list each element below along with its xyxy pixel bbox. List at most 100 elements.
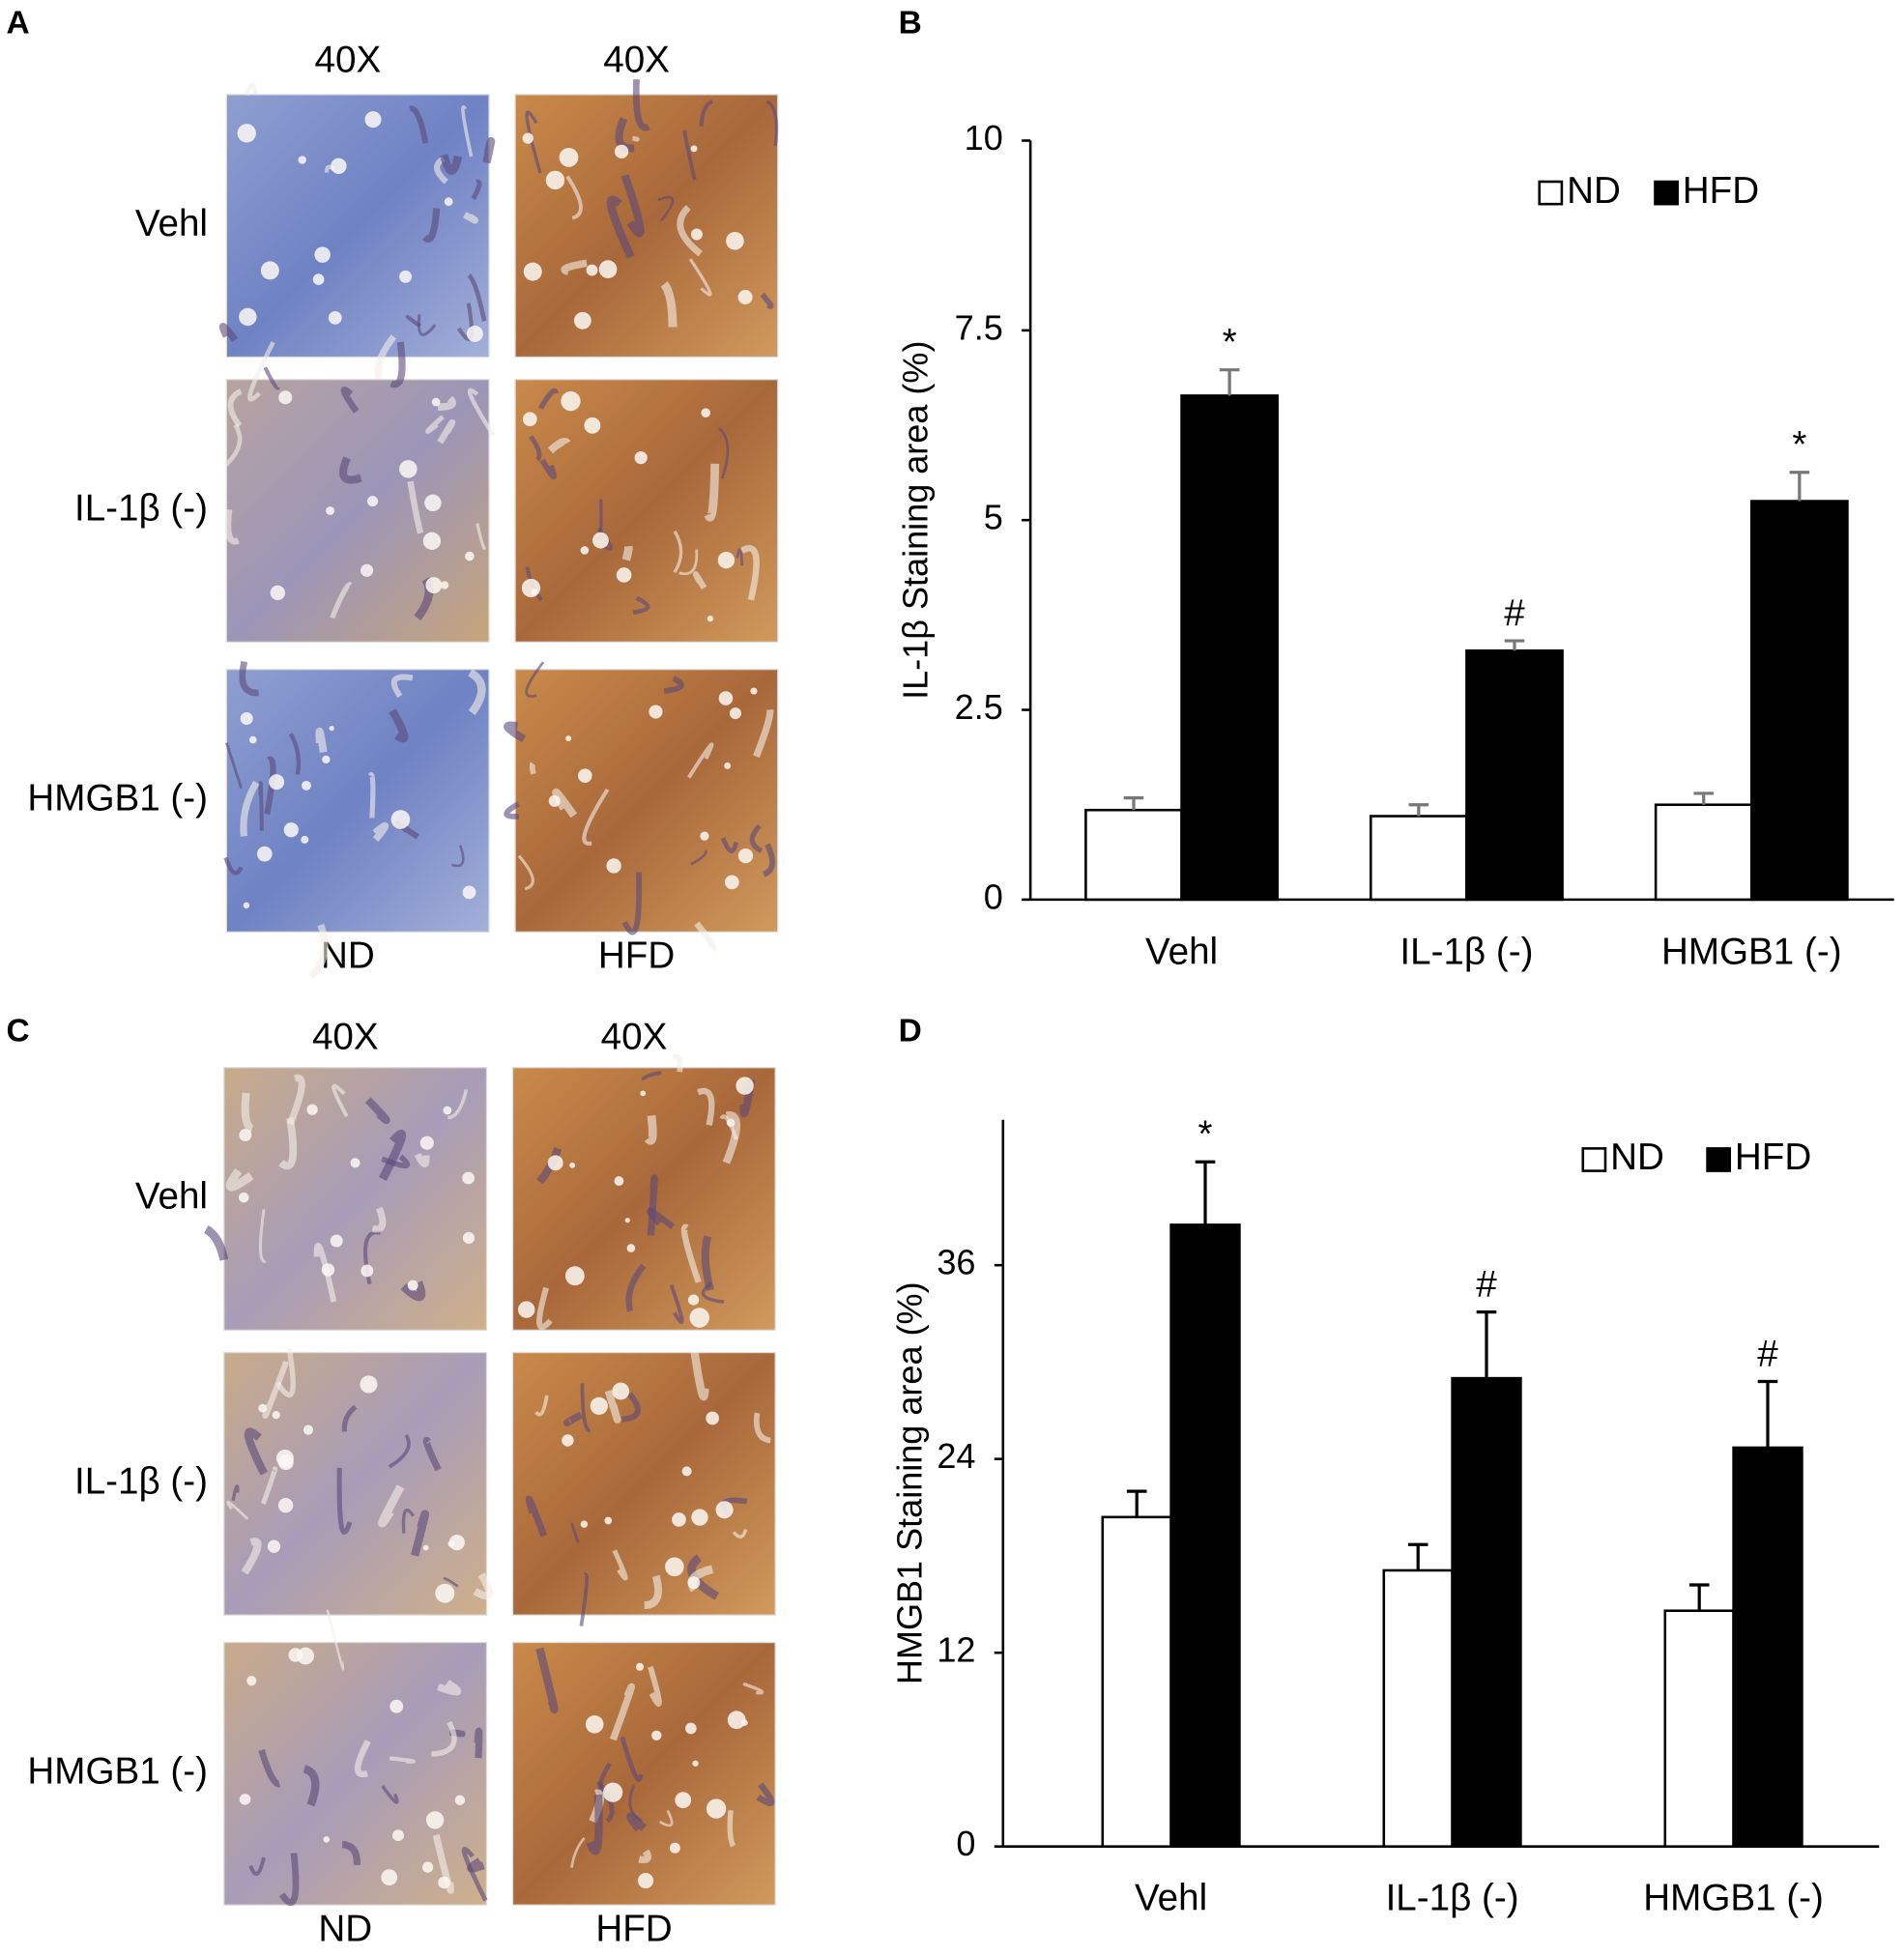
cell-vacuole — [547, 1155, 563, 1171]
cell-vacuole — [729, 707, 741, 720]
legend-swatch — [1654, 180, 1679, 206]
tissue-streak — [539, 458, 558, 480]
cell-vacuole — [604, 1516, 613, 1525]
cell-vacuole — [248, 735, 257, 744]
cell-vacuole — [399, 270, 412, 283]
bar — [1451, 1376, 1522, 1848]
cell-vacuole — [573, 311, 591, 330]
cell-vacuole — [634, 450, 648, 465]
tissue-streak — [303, 1765, 320, 1807]
x-tick-label: HMGB1 (-) — [1643, 1877, 1824, 1918]
cell-vacuole — [444, 197, 453, 207]
x-tick-label: Vehl — [1135, 1877, 1207, 1918]
tissue-streak — [620, 174, 645, 238]
tissue-streak — [678, 549, 699, 576]
tissue-streak — [663, 676, 684, 695]
cell-vacuole — [565, 735, 572, 742]
tissue-streak — [389, 1756, 416, 1764]
significance-marker: * — [1198, 1114, 1213, 1156]
tissue-streak — [606, 195, 635, 259]
cell-vacuole — [603, 1782, 623, 1802]
tissue-streak — [739, 545, 760, 601]
cell-vacuole — [312, 273, 325, 285]
tissue-streak — [615, 117, 635, 153]
cell-vacuole — [462, 1171, 476, 1185]
cell-vacuole — [598, 260, 618, 279]
cell-vacuole — [614, 144, 629, 158]
tissue-streak — [535, 1647, 559, 1714]
cell-vacuole — [687, 1294, 700, 1306]
cell-vacuole — [614, 1176, 624, 1187]
cell-vacuole — [421, 1861, 434, 1873]
tissue-streak — [381, 1784, 399, 1804]
tissue-streak — [756, 1782, 775, 1806]
cell-vacuole — [681, 1466, 692, 1477]
tissue-streak — [409, 105, 429, 144]
tissue-streak — [389, 708, 409, 743]
bar — [1749, 500, 1849, 902]
tissue-streak — [224, 508, 241, 545]
legend-label: HFD — [1735, 1136, 1811, 1178]
cell-vacuole — [283, 822, 299, 838]
cell-vacuole — [419, 1136, 434, 1150]
panel-letter: B — [899, 6, 922, 42]
tissue-streak — [231, 1484, 240, 1502]
tissue-streak — [474, 1727, 483, 1759]
tissue-streak — [278, 1117, 298, 1170]
cell-vacuole — [578, 768, 592, 783]
tissue-streak — [696, 1087, 715, 1126]
cell-vacuole — [462, 1231, 476, 1245]
tissue-streak — [621, 545, 633, 561]
cell-vacuole — [606, 858, 621, 874]
column-label: HFD — [598, 935, 675, 977]
cell-vacuole — [701, 408, 711, 417]
x-tick-label: HMGB1 (-) — [1661, 932, 1842, 973]
tissue-streak — [364, 1097, 390, 1125]
cell-vacuole — [239, 1129, 252, 1141]
micrograph — [225, 379, 490, 644]
cell-vacuole — [466, 325, 483, 342]
y-tick-label: 0 — [956, 1824, 975, 1863]
cell-vacuole — [665, 1557, 684, 1577]
tissue-streak — [742, 1682, 764, 1695]
row-label: Vehl — [135, 1176, 208, 1218]
cell-vacuole — [689, 1308, 709, 1328]
cell-vacuole — [321, 1263, 335, 1277]
tissue-streak — [534, 1395, 549, 1417]
tissue-streak — [315, 728, 328, 753]
cell-vacuole — [390, 810, 411, 829]
cell-vacuole — [278, 390, 293, 405]
tissue-streak — [736, 547, 744, 566]
tissue-streak — [694, 921, 717, 953]
tissue-streak — [407, 480, 424, 534]
tissue-streak — [260, 1466, 278, 1505]
tissue-streak — [422, 1436, 442, 1472]
tissue-streak — [263, 366, 281, 390]
row-label: HMGB1 (-) — [27, 1751, 208, 1793]
tissue-streak — [313, 1242, 337, 1303]
cell-vacuole — [564, 1266, 585, 1286]
tissue-streak — [669, 1283, 684, 1325]
micrograph — [225, 669, 490, 934]
error-bar — [1123, 796, 1144, 811]
error-bar — [1688, 1583, 1710, 1611]
cell-vacuole — [314, 246, 331, 263]
cell-vacuole — [706, 1411, 719, 1425]
bar — [1369, 815, 1468, 902]
bar — [1180, 394, 1279, 902]
tissue-streak — [552, 788, 578, 819]
bar — [1101, 1515, 1172, 1848]
legend-swatch — [1538, 180, 1564, 206]
micrograph — [511, 1641, 776, 1906]
significance-marker: # — [1476, 1264, 1497, 1306]
cell-vacuole — [548, 794, 561, 807]
row-label: Vehl — [135, 203, 208, 244]
cell-vacuole — [649, 705, 663, 719]
significance-marker: # — [1757, 1334, 1778, 1375]
bar — [1732, 1446, 1803, 1848]
cell-vacuole — [425, 577, 443, 593]
significance-marker: # — [1504, 593, 1525, 635]
x-tick-label: Vehl — [1145, 932, 1218, 973]
tissue-streak — [240, 780, 260, 837]
